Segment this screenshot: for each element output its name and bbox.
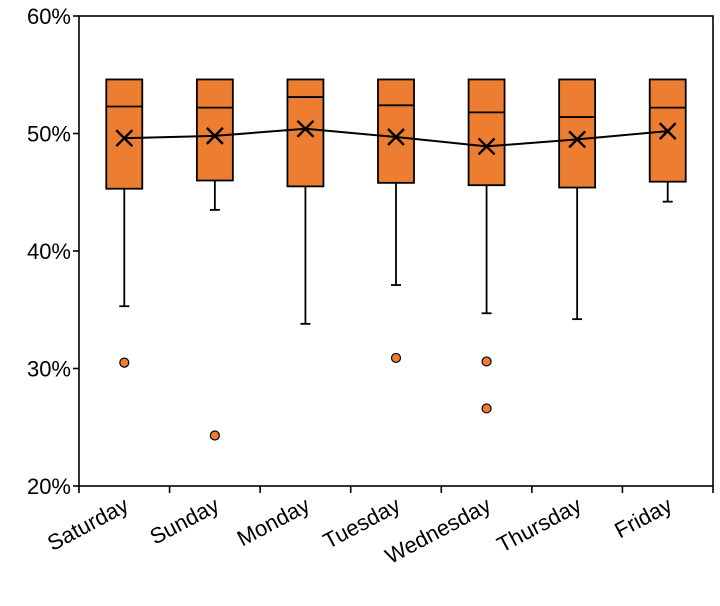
box-wednesday [467,78,506,414]
box-friday [648,78,687,203]
iqr-box [195,78,234,182]
box-thursday [558,78,597,321]
box-tuesday [377,78,415,364]
outlier-point [119,357,130,368]
mean-marker [658,122,677,140]
y-tick-label: 20% [27,474,71,499]
iqr-box [286,78,325,188]
outlier-point [390,352,402,364]
mean-marker-stroke [477,137,496,156]
x-category-label: Saturday [43,492,132,555]
mean-marker-stroke [658,122,677,140]
mean-marker [206,127,224,145]
box-saturday [105,78,144,368]
iqr-box [467,78,506,187]
mean-marker [115,129,134,148]
mean-marker-stroke [115,129,134,148]
box-monday [286,78,325,325]
outlier-point [481,356,492,367]
mean-marker [296,119,315,138]
iqr-box [377,78,415,184]
y-tick-label: 30% [27,357,71,382]
iqr-box [105,78,144,190]
y-tick-label: 50% [27,122,71,147]
x-category-label: Sunday [146,492,224,549]
outlier-point [209,430,220,441]
y-tick-label: 40% [27,239,71,264]
mean-marker [387,128,405,146]
x-category-label: Monday [233,492,314,551]
mean-marker-stroke [568,130,586,149]
box-sunday [195,78,234,441]
y-tick-label: 60% [27,4,71,29]
mean-marker-stroke [296,119,315,138]
mean-marker [568,130,586,149]
x-category-label: Friday [610,492,676,543]
outlier-point [481,403,492,414]
mean-marker-stroke [387,128,405,146]
mean-marker-stroke [206,127,224,145]
x-category-label: Thursday [493,492,586,557]
mean-marker [477,137,496,156]
iqr-box [558,78,597,189]
